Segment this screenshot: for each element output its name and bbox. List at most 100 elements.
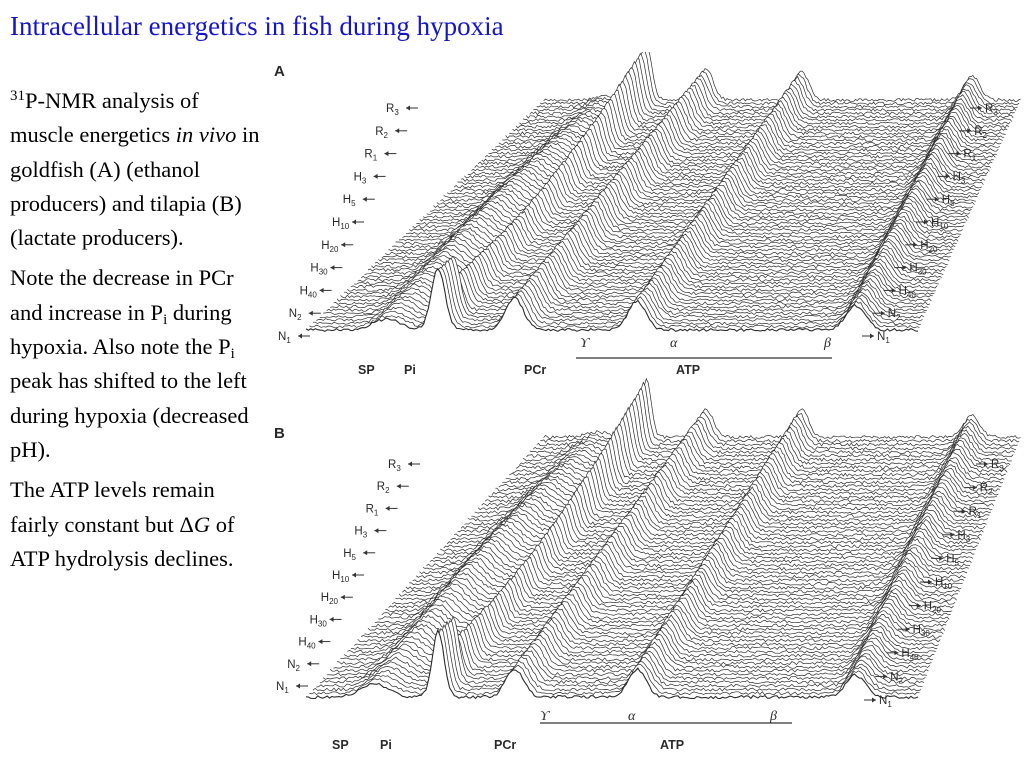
arrowhead-left (384, 151, 389, 157)
spectrum-trace (477, 470, 993, 511)
arrowhead-left (329, 616, 334, 622)
spectrum-trace (305, 628, 919, 700)
state-label-n1-right: N1 (877, 331, 890, 345)
arrowhead-right (905, 626, 910, 632)
arrowhead-left (308, 310, 313, 316)
peak-label-pcr: PCr (494, 738, 516, 752)
spectrum-trace (460, 147, 986, 182)
arrowhead-left (395, 128, 400, 134)
spectrum-trace (447, 160, 980, 196)
spectrum-trace (399, 208, 959, 242)
slide-title: Intracellular energetics in fish during … (10, 11, 504, 41)
peak-label-gamma: ϒ (580, 336, 590, 351)
spectrum-trace (464, 488, 987, 526)
arrowhead-right (967, 128, 972, 134)
arrowhead-right (924, 219, 928, 225)
spectrum-trace (398, 565, 959, 598)
peak-label-alpha: α (628, 709, 636, 724)
spectrum-trace (381, 585, 951, 617)
arrowhead-right (872, 697, 876, 703)
trace-fill (306, 629, 918, 700)
spectrum-trace (433, 526, 974, 560)
spectrum-trace (446, 511, 980, 545)
state-label-r3-left: R3 (388, 459, 401, 473)
state-label-h10-left: H10 (332, 570, 350, 584)
arrowhead-left (307, 661, 312, 667)
arrowhead-right (984, 461, 988, 467)
state-label-h40-left: H40 (300, 285, 318, 299)
arrowhead-right (978, 105, 982, 111)
arrowhead-right (891, 287, 896, 293)
arrowhead-right (913, 242, 918, 248)
arrowhead-left (352, 572, 356, 578)
spectrum-trace (319, 620, 925, 684)
paragraph-pcr-note: Note the decrease in PCr and increase in… (10, 261, 262, 467)
spectrum-trace (305, 267, 919, 333)
spectrum-trace (312, 624, 922, 692)
spectrum-trace (374, 593, 948, 624)
spectrum-trace (392, 214, 956, 249)
spectrum-trace (416, 190, 966, 226)
spectrum-trace (422, 539, 969, 571)
peak-label-gamma: ϒ (540, 709, 550, 724)
state-label-h20-left: H20 (321, 592, 339, 606)
text-run: peak has shifted to the left during hypo… (10, 368, 249, 462)
spectrum-trace (312, 263, 922, 326)
state-label-n2-left: N2 (289, 308, 302, 322)
spectrum-trace (326, 273, 927, 312)
text-run: during hypoxia. Also note the P (10, 299, 232, 360)
isotope-superscript: 31 (10, 88, 25, 104)
spectrum-trace (440, 520, 977, 552)
state-label-n2-left: N2 (287, 659, 300, 673)
arrowhead-right (883, 673, 888, 679)
spectrum-trace (371, 233, 947, 269)
state-label-r2-left: R2 (375, 126, 388, 140)
text-run: The ATP levels remain fairly constant bu… (10, 477, 215, 537)
arrowhead-left (396, 483, 401, 489)
text-run: P-NMR analysis of muscle energetics (10, 88, 199, 148)
arrowhead-right (956, 151, 961, 157)
spectrum-trace (385, 580, 953, 613)
arrowhead-right (972, 485, 977, 491)
spectrum-trace (426, 535, 971, 568)
spectrum-trace (453, 503, 983, 537)
spectrum-trace (371, 595, 947, 628)
arrowhead-left (406, 105, 410, 111)
arrowhead-right (934, 196, 939, 202)
state-label-r3-left: R3 (386, 103, 399, 117)
spectrum-trace (391, 574, 956, 605)
text-run: Note the decrease in PCr and increase in… (10, 265, 234, 325)
state-label-h40-left: H40 (298, 637, 316, 651)
spectrum-trace (316, 620, 923, 688)
arrowhead-right (916, 603, 921, 609)
spectrum-trace (402, 563, 960, 594)
peak-label-atp: ATP (660, 738, 684, 752)
spectrum-trace (460, 492, 986, 530)
peak-label-pi: Pi (404, 363, 416, 377)
spectrum-trace (405, 558, 962, 590)
spectrum-trace (395, 211, 957, 246)
paragraph-nmr-analysis: 31P-NMR analysis of muscle energetics in… (10, 84, 262, 255)
arrowhead-left (374, 528, 379, 534)
spectrum-trace (309, 628, 920, 696)
spectrum-trace (450, 506, 981, 541)
peak-label-sp: SP (358, 363, 375, 377)
state-label-h30-left: H30 (310, 614, 328, 628)
spectrum-trace (402, 204, 960, 239)
state-label-r2-left: R2 (377, 481, 390, 495)
peak-label-sp: SP (332, 738, 349, 752)
spectrum-trace (385, 220, 953, 256)
panel-letter-b: B (274, 425, 285, 442)
nmr-stacked-spectra-figure: A R3 R3 R2 R2 R1 R1 H3 H3 H5 H5 H10 H10 H20 H20 H30 H30 H… (258, 52, 1024, 768)
arrowhead-left (296, 683, 300, 689)
state-label-h5-left: H5 (343, 548, 356, 562)
trace-fill (306, 268, 918, 333)
spectrum-trace (367, 600, 946, 632)
spectrum-trace (329, 633, 929, 673)
arrowhead-left (319, 287, 324, 293)
state-label-r1-left: R1 (364, 149, 377, 163)
peak-label-pi: Pi (380, 738, 392, 752)
description-text: 31P-NMR analysis of muscle energetics in… (10, 84, 262, 582)
spectrum-trace (309, 266, 920, 329)
